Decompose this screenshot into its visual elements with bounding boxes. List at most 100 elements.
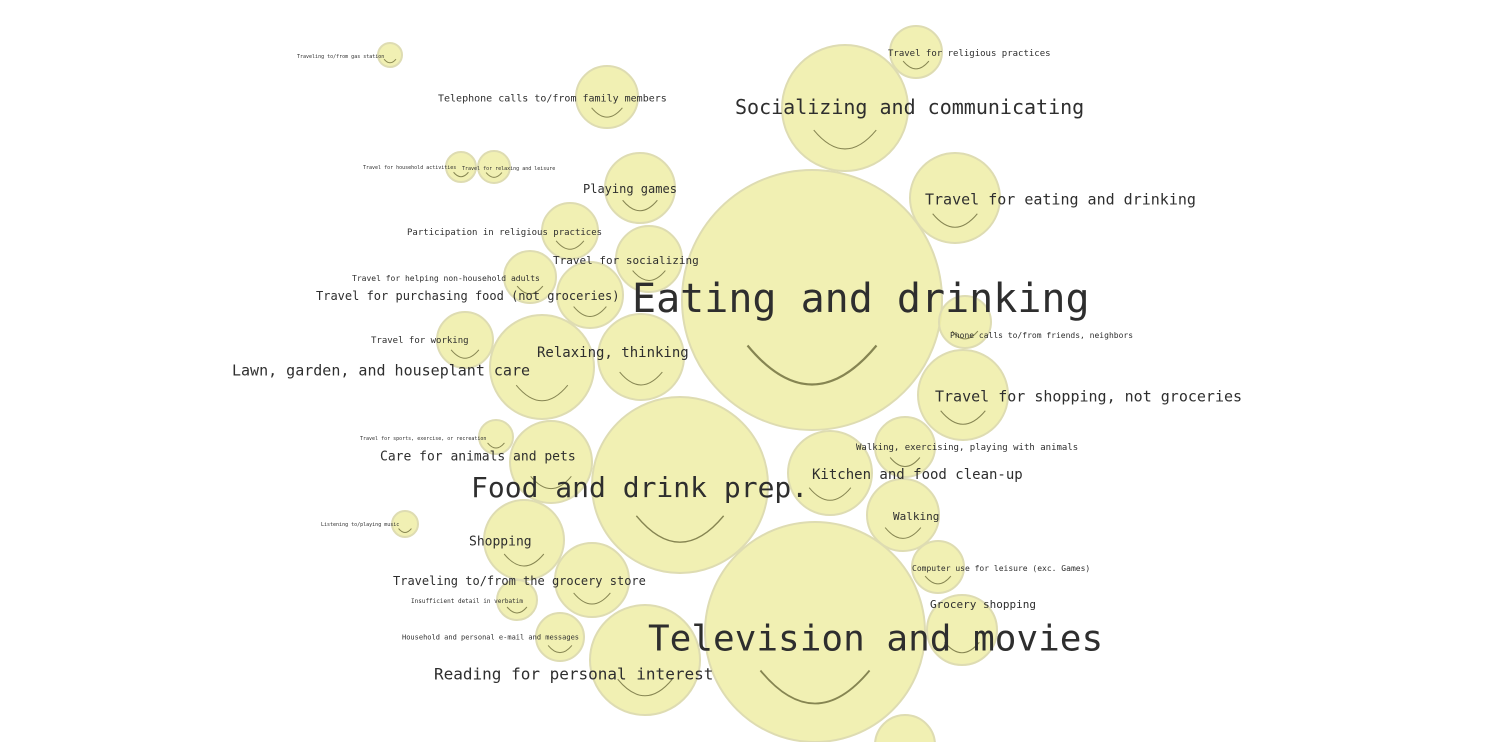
bubble-label: Travel for religious practices	[888, 49, 1051, 59]
bubble[interactable]	[377, 42, 403, 68]
smile-icon	[932, 213, 978, 228]
smile-icon	[530, 476, 572, 490]
bubble-label: Relaxing, thinking	[537, 345, 689, 361]
bubble[interactable]	[781, 44, 909, 172]
bubble-label: Walking	[893, 510, 939, 523]
smile-icon	[555, 240, 585, 250]
smile-icon	[506, 606, 528, 614]
bubble-circle	[938, 295, 992, 349]
bubble[interactable]	[445, 151, 477, 183]
bubble-circle	[911, 540, 965, 594]
bubble-circle	[377, 42, 403, 68]
bubble-circle	[874, 416, 936, 478]
bubble[interactable]	[866, 478, 940, 552]
smile-icon	[485, 172, 503, 178]
bubble[interactable]	[681, 169, 943, 431]
bubble-label: Travel for purchasing food (not grocerie…	[316, 289, 619, 303]
bubble-label: Traveling to/from the grocery store	[393, 574, 646, 588]
smile-icon	[813, 129, 877, 150]
bubble[interactable]	[541, 202, 599, 260]
bubble-circle	[926, 594, 998, 666]
smile-icon	[746, 344, 878, 386]
bubble[interactable]	[589, 604, 701, 716]
smile-icon	[398, 528, 412, 533]
bubble[interactable]	[926, 594, 998, 666]
bubble-circle	[556, 261, 624, 329]
bubble-circle	[866, 478, 940, 552]
bubble[interactable]	[503, 250, 557, 304]
bubble-circle	[704, 521, 926, 742]
bubble-label: Listening to/playing music	[321, 522, 399, 528]
bubble[interactable]	[615, 225, 683, 293]
bubble-label: Playing games	[583, 182, 677, 196]
smile-icon	[759, 669, 871, 705]
bubble[interactable]	[604, 152, 676, 224]
bubble-label: Travel for socializing	[553, 254, 699, 267]
bubble-label: Reading for personal interest	[434, 665, 713, 684]
bubble-label: Travel for eating and drinking	[925, 190, 1196, 208]
bubble-circle	[554, 542, 630, 618]
bubble[interactable]	[911, 540, 965, 594]
bubble-label: Travel for sports, exercise, or recreati…	[360, 436, 486, 442]
bubble-circle	[503, 250, 557, 304]
bubble-circle	[575, 65, 639, 129]
bubble[interactable]	[535, 612, 585, 662]
bubble[interactable]	[477, 150, 511, 184]
bubble[interactable]	[554, 542, 630, 618]
bubble[interactable]	[483, 499, 565, 581]
bubble-label: Household and personal e-mail and messag…	[402, 633, 579, 641]
bubble-label: Travel for relaxing and leisure	[462, 166, 555, 172]
smile-icon	[547, 645, 573, 654]
smile-icon	[622, 199, 658, 212]
bubble[interactable]	[874, 714, 936, 742]
bubble-circle	[541, 202, 599, 260]
bubble-label: Care for animals and pets	[380, 450, 576, 465]
bubble[interactable]	[478, 419, 514, 455]
bubble-circle	[478, 419, 514, 455]
bubble-circle	[604, 152, 676, 224]
smile-icon	[632, 270, 666, 281]
bubble-label: Grocery shopping	[930, 598, 1036, 611]
bubble[interactable]	[509, 420, 593, 504]
smile-icon	[573, 592, 611, 605]
bubble[interactable]	[909, 152, 1001, 244]
bubble-label: Insufficient detail in verbatim	[411, 598, 523, 605]
smile-icon	[591, 107, 623, 118]
bubble-circle	[589, 604, 701, 716]
bubble[interactable]	[917, 349, 1009, 441]
bubble[interactable]	[556, 261, 624, 329]
bubble-circle	[917, 349, 1009, 441]
smile-icon	[516, 285, 544, 295]
bubble[interactable]	[436, 311, 494, 369]
smile-icon	[383, 58, 397, 64]
bubble[interactable]	[496, 579, 538, 621]
bubble-label: Television and movies	[648, 619, 1103, 660]
smile-icon	[889, 457, 921, 467]
bubble[interactable]	[704, 521, 926, 742]
smile-icon	[619, 371, 663, 386]
smile-icon	[453, 171, 469, 178]
bubble[interactable]	[889, 25, 943, 79]
bubble[interactable]	[597, 313, 685, 401]
bubble-circle	[787, 430, 873, 516]
bubble-circle	[489, 314, 595, 420]
bubble[interactable]	[874, 416, 936, 478]
bubble[interactable]	[489, 314, 595, 420]
smile-icon	[503, 553, 545, 567]
smile-icon	[944, 641, 980, 654]
bubble-label: Kitchen and food clean-up	[812, 467, 1023, 483]
bubble-label: Eating and drinking	[632, 276, 1090, 322]
smile-icon	[902, 60, 930, 70]
smile-icon	[924, 575, 952, 585]
bubble-circle	[909, 152, 1001, 244]
bubble-circle	[535, 612, 585, 662]
bubble[interactable]	[575, 65, 639, 129]
bubble[interactable]	[591, 396, 769, 574]
bubble[interactable]	[938, 295, 992, 349]
bubble[interactable]	[787, 430, 873, 516]
bubble-circle	[436, 311, 494, 369]
bubble-label: Travel for working	[371, 336, 469, 346]
bubble-label: Traveling to/from gas station	[297, 54, 384, 60]
bubble[interactable]	[391, 510, 419, 538]
